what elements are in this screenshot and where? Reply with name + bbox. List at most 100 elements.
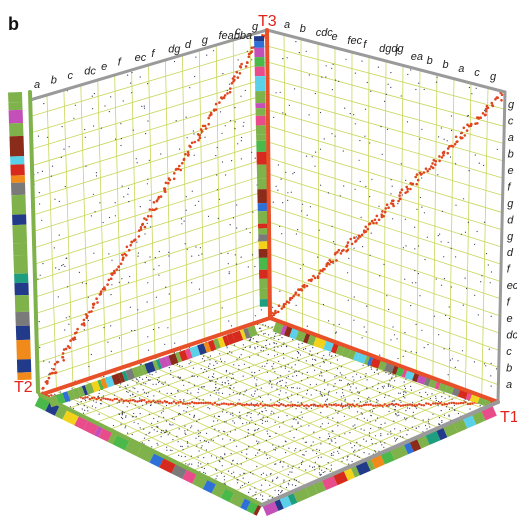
floor-left-seam-bar-block bbox=[165, 355, 172, 366]
floor-left-seam-bar-block bbox=[226, 333, 236, 345]
floor-noise-dot bbox=[230, 452, 232, 455]
left-outer-bar-block bbox=[11, 194, 27, 215]
floor-noise-dot bbox=[69, 406, 71, 408]
right-wall-noise-dot bbox=[475, 87, 477, 89]
floor-noise-dot bbox=[396, 415, 398, 417]
right-wall-noise-dot bbox=[485, 365, 487, 367]
floor-noise-dot bbox=[278, 402, 280, 404]
floor-noise-dot bbox=[306, 393, 308, 395]
right-wall-align-dot bbox=[382, 214, 385, 218]
floor-noise-dot bbox=[260, 350, 262, 352]
floor-noise-dot bbox=[320, 473, 322, 475]
floor-noise-dot bbox=[257, 452, 259, 454]
left-wall-noise-dot bbox=[93, 125, 95, 127]
floor-noise-dot bbox=[277, 416, 280, 418]
right-wall-align-dot bbox=[432, 158, 436, 162]
floor-noise-dot bbox=[98, 413, 100, 415]
right-wall-noise-dot bbox=[281, 233, 283, 235]
floor-noise-dot bbox=[376, 368, 378, 370]
left-wall-noise-dot bbox=[128, 281, 130, 283]
floor-noise-dot bbox=[121, 414, 123, 416]
floor-noise-dot bbox=[310, 407, 313, 409]
right-wall-noise-dot bbox=[287, 192, 289, 194]
right-wall-gridline bbox=[268, 141, 503, 213]
right-wall-align-dot bbox=[431, 162, 434, 165]
left-wall-noise-dot bbox=[103, 327, 105, 329]
segment-letter: g bbox=[202, 34, 209, 46]
left-wall-noise-dot bbox=[53, 247, 55, 249]
right-wall-align-dot bbox=[339, 252, 343, 255]
right-wall-noise-dot bbox=[279, 91, 281, 93]
left-wall-align-dot bbox=[200, 130, 204, 133]
left-wall-gridline bbox=[31, 77, 268, 150]
right-wall-noise-dot bbox=[280, 178, 282, 180]
floor-noise-dot bbox=[269, 381, 271, 383]
floor-noise-dot bbox=[306, 389, 309, 392]
floor-noise-dot bbox=[203, 355, 205, 357]
floor-noise-dot bbox=[368, 435, 371, 437]
floor-noise-dot bbox=[326, 398, 328, 400]
floor-align-dot bbox=[344, 404, 347, 407]
floor-noise-dot bbox=[211, 379, 213, 381]
right-wall-align-dot bbox=[309, 278, 313, 282]
right-wall-noise-dot bbox=[354, 72, 356, 74]
right-wall-align-dot bbox=[285, 300, 289, 304]
right-wall-gridline bbox=[269, 269, 500, 351]
left-wall-noise-dot bbox=[158, 274, 160, 276]
right-wall-noise-dot bbox=[443, 256, 445, 258]
left-outer-bar-block bbox=[14, 295, 30, 313]
floor-noise-dot bbox=[331, 430, 333, 432]
floor-align-dot bbox=[134, 400, 137, 403]
left-wall-noise-dot bbox=[42, 263, 44, 265]
spine-bar-block bbox=[255, 108, 266, 116]
floor-noise-dot bbox=[404, 387, 407, 390]
floor-noise-dot bbox=[120, 423, 122, 425]
floor-gridline bbox=[123, 349, 356, 437]
floor-align-dot bbox=[298, 404, 301, 407]
right-wall-noise-dot bbox=[496, 148, 498, 150]
floor-align-dot bbox=[138, 399, 141, 403]
left-wall-noise-dot bbox=[168, 251, 170, 253]
floor-noise-dot bbox=[295, 485, 297, 487]
floor-noise-dot bbox=[371, 410, 374, 412]
right-wall-noise-dot bbox=[454, 366, 456, 368]
right-wall-noise-dot bbox=[272, 201, 274, 203]
floor-noise-dot bbox=[162, 430, 164, 432]
floor-noise-dot bbox=[230, 413, 232, 415]
floor-noise-dot bbox=[387, 433, 389, 435]
floor-noise-dot bbox=[158, 380, 160, 382]
floor-align-dot bbox=[432, 402, 435, 405]
floor-noise-dot bbox=[282, 421, 284, 423]
right-wall-noise-dot bbox=[410, 351, 412, 353]
floor-noise-dot bbox=[327, 392, 330, 394]
right-wall-noise-dot bbox=[405, 350, 407, 352]
floor-noise-dot bbox=[320, 394, 323, 396]
floor-align-dot bbox=[104, 397, 107, 401]
floor-noise-dot bbox=[239, 411, 241, 413]
floor-noise-dot bbox=[261, 484, 263, 486]
floor-noise-dot bbox=[219, 353, 221, 355]
floor-noise-dot bbox=[274, 421, 276, 423]
floor-noise-dot bbox=[270, 473, 272, 475]
left-wall-noise-dot bbox=[85, 283, 87, 285]
floor-noise-dot bbox=[165, 404, 168, 407]
floor-noise-dot bbox=[172, 439, 174, 441]
right-wall-align-dot bbox=[461, 136, 464, 140]
left-wall-align-dot bbox=[209, 111, 213, 115]
floor-noise-dot bbox=[207, 407, 209, 409]
floor-noise-dot bbox=[295, 419, 297, 421]
floor-noise-dot bbox=[262, 495, 264, 497]
left-wall-noise-dot bbox=[192, 130, 194, 132]
right-wall-align-dot bbox=[416, 178, 420, 182]
floor-align-dot bbox=[174, 402, 178, 405]
floor-noise-dot bbox=[384, 422, 386, 424]
left-wall-noise-dot bbox=[39, 203, 41, 205]
floor-gridline bbox=[164, 364, 399, 458]
floor-gridline bbox=[95, 338, 328, 423]
floor-noise-dot bbox=[350, 386, 352, 388]
floor-noise-dot bbox=[190, 455, 192, 457]
floor-noise-dot bbox=[88, 394, 90, 396]
floor-noise-dot bbox=[301, 380, 303, 382]
right-wall-align-dot bbox=[490, 101, 494, 105]
floor-align-dot bbox=[254, 403, 258, 407]
